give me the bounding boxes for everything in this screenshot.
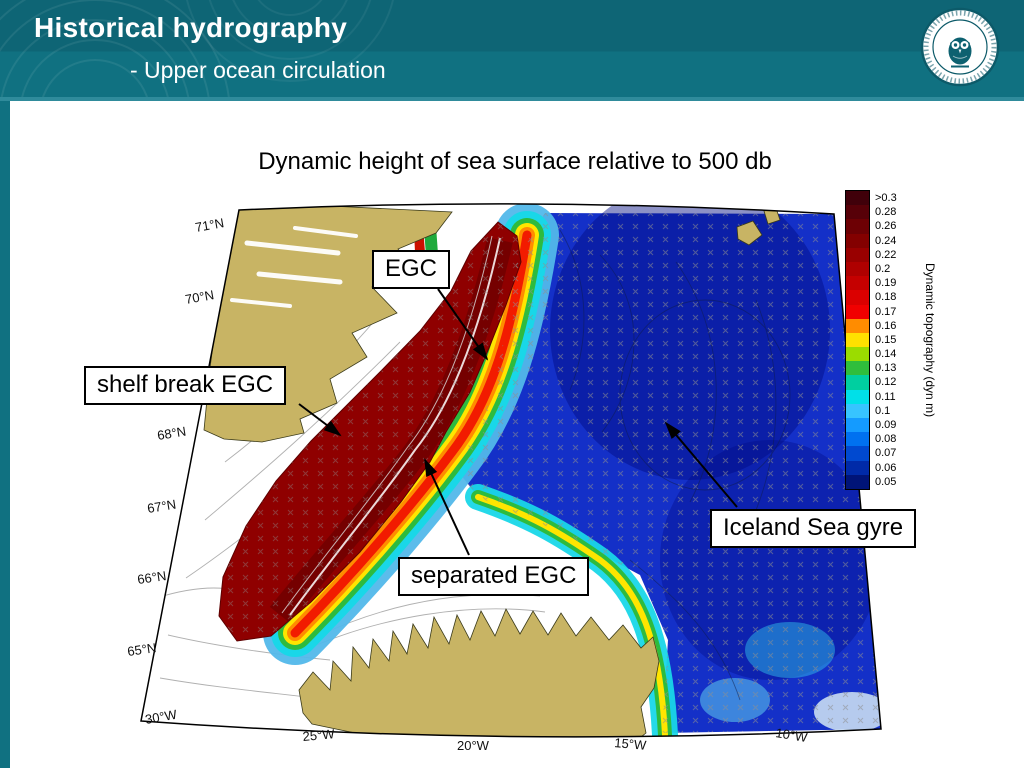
colorbar-segment — [846, 205, 869, 220]
page-subtitle: - Upper ocean circulation — [130, 57, 386, 83]
colorbar-tick-label: 0.26 — [875, 220, 897, 233]
colorbar-tick-label: 0.17 — [875, 305, 897, 318]
colorbar-tick-label: 0.09 — [875, 419, 897, 431]
fjords — [230, 226, 358, 308]
annotation-arrows — [298, 288, 738, 556]
colorbar-tick-label: 0.24 — [875, 234, 897, 247]
colorbar-segment — [846, 290, 869, 305]
colorbar-segment — [846, 191, 869, 206]
lon-tick: 10°W — [775, 725, 810, 745]
colorbar-tick-label: 0.15 — [875, 333, 897, 346]
logo-ring-text — [923, 10, 997, 84]
colorbar-tick-label: 0.18 — [875, 291, 897, 304]
colorbar-segment — [846, 261, 869, 277]
colorbar-ticks: >0.3 0.28 0.26 0.24 0.22 0.2 0.19 0.18 0.17 0.16 0… — [875, 191, 897, 489]
colorbar-segment — [846, 460, 869, 475]
colorbar-segment — [846, 432, 869, 447]
lat-tick: 68°N — [156, 424, 187, 443]
owl-icon — [948, 37, 972, 68]
colorbar-segment — [846, 446, 869, 461]
colorbar-segment — [846, 304, 869, 319]
lon-tick: 20°W — [457, 738, 490, 753]
colorbar-tick-label: 0.16 — [875, 319, 897, 332]
slide-header: Historical hydrography - Upper ocean cir… — [0, 0, 1024, 101]
colorbar-segment — [846, 332, 869, 348]
colorbar-segment — [846, 233, 869, 248]
colorbar-tick-label: 0.22 — [875, 248, 897, 261]
colorbar-segment — [846, 276, 869, 291]
shelf-break-egc-label-box: shelf break EGC — [84, 366, 287, 405]
iceland-landmass — [298, 608, 660, 737]
colorbar-segment — [846, 361, 869, 376]
lat-tick: 70°N — [184, 287, 215, 307]
lat-tick: 65°N — [126, 640, 157, 659]
colorbar-segments — [845, 190, 870, 490]
egc-band-details — [219, 222, 521, 641]
small-islands — [736, 207, 781, 246]
colorbar-segment — [846, 474, 869, 489]
colorbar-segment — [846, 418, 869, 433]
colorbar-tick-label: 0.14 — [875, 348, 897, 361]
colorbar-segment — [846, 403, 869, 418]
colorbar-segment — [846, 375, 869, 390]
colorbar-tick-label: 0.12 — [875, 376, 897, 389]
figure-title: Dynamic height of sea surface relative t… — [258, 148, 772, 175]
lat-tick: 67°N — [146, 497, 177, 516]
colorbar-segment — [846, 318, 869, 333]
lon-tick: 15°W — [614, 735, 648, 753]
colorbar-tick-label: >0.3 — [875, 192, 897, 204]
colorbar-segment — [846, 389, 869, 404]
station-markers — [457, 213, 881, 733]
colorbar-axis-label: Dynamic topography (dyn m) — [923, 262, 937, 418]
iceland-sea-gyre-label-box: Iceland Sea gyre — [710, 509, 917, 548]
lat-tick: 71°N — [194, 215, 225, 235]
colorbar-tick-label: 0.28 — [875, 206, 897, 219]
left-edge-strip — [0, 0, 10, 768]
colorbar-tick-label: 0.07 — [875, 447, 897, 460]
colorbar-segment — [846, 219, 869, 234]
lon-tick: 25°W — [302, 726, 336, 744]
egc-label-box: EGC — [372, 250, 451, 289]
lon-tick: 30°W — [144, 707, 179, 727]
colorbar-tick-label: 0.06 — [875, 461, 897, 474]
colorbar-tick-label: 0.1 — [875, 404, 891, 417]
latitude-labels: 71°N 70°N 68°N 67°N 66°N 65°N — [126, 215, 225, 659]
longitude-labels: 30°W 25°W 20°W 15°W 10°W — [144, 707, 809, 753]
colorbar-tick-label: 0.11 — [875, 390, 896, 403]
colorbar-segment — [846, 247, 869, 262]
colorbar-tick-label: 0.13 — [875, 362, 897, 375]
colorbar-tick-label: 0.08 — [875, 433, 897, 446]
lat-tick: 66°N — [136, 568, 167, 587]
page-title: Historical hydrography — [34, 12, 348, 43]
separated-egc-label-box: separated EGC — [398, 557, 590, 596]
colorbar-segment — [846, 347, 869, 362]
colorbar: >0.3 0.28 0.26 0.24 0.22 0.2 0.19 0.18 0.17 0.16 0… — [845, 190, 965, 490]
map-outline — [140, 203, 882, 738]
university-of-bergen-logo — [920, 7, 1000, 87]
egc-arrow — [437, 288, 489, 361]
colorbar-tick-label: 0.2 — [875, 262, 891, 275]
colorbar-tick-label: 0.05 — [875, 475, 897, 488]
shelf-break-egc-arrow — [298, 403, 342, 437]
iceland-sea-gyre-arrow — [664, 421, 738, 508]
colorbar-tick-label: 0.19 — [875, 277, 897, 290]
separated-egc-arrow — [424, 458, 470, 556]
